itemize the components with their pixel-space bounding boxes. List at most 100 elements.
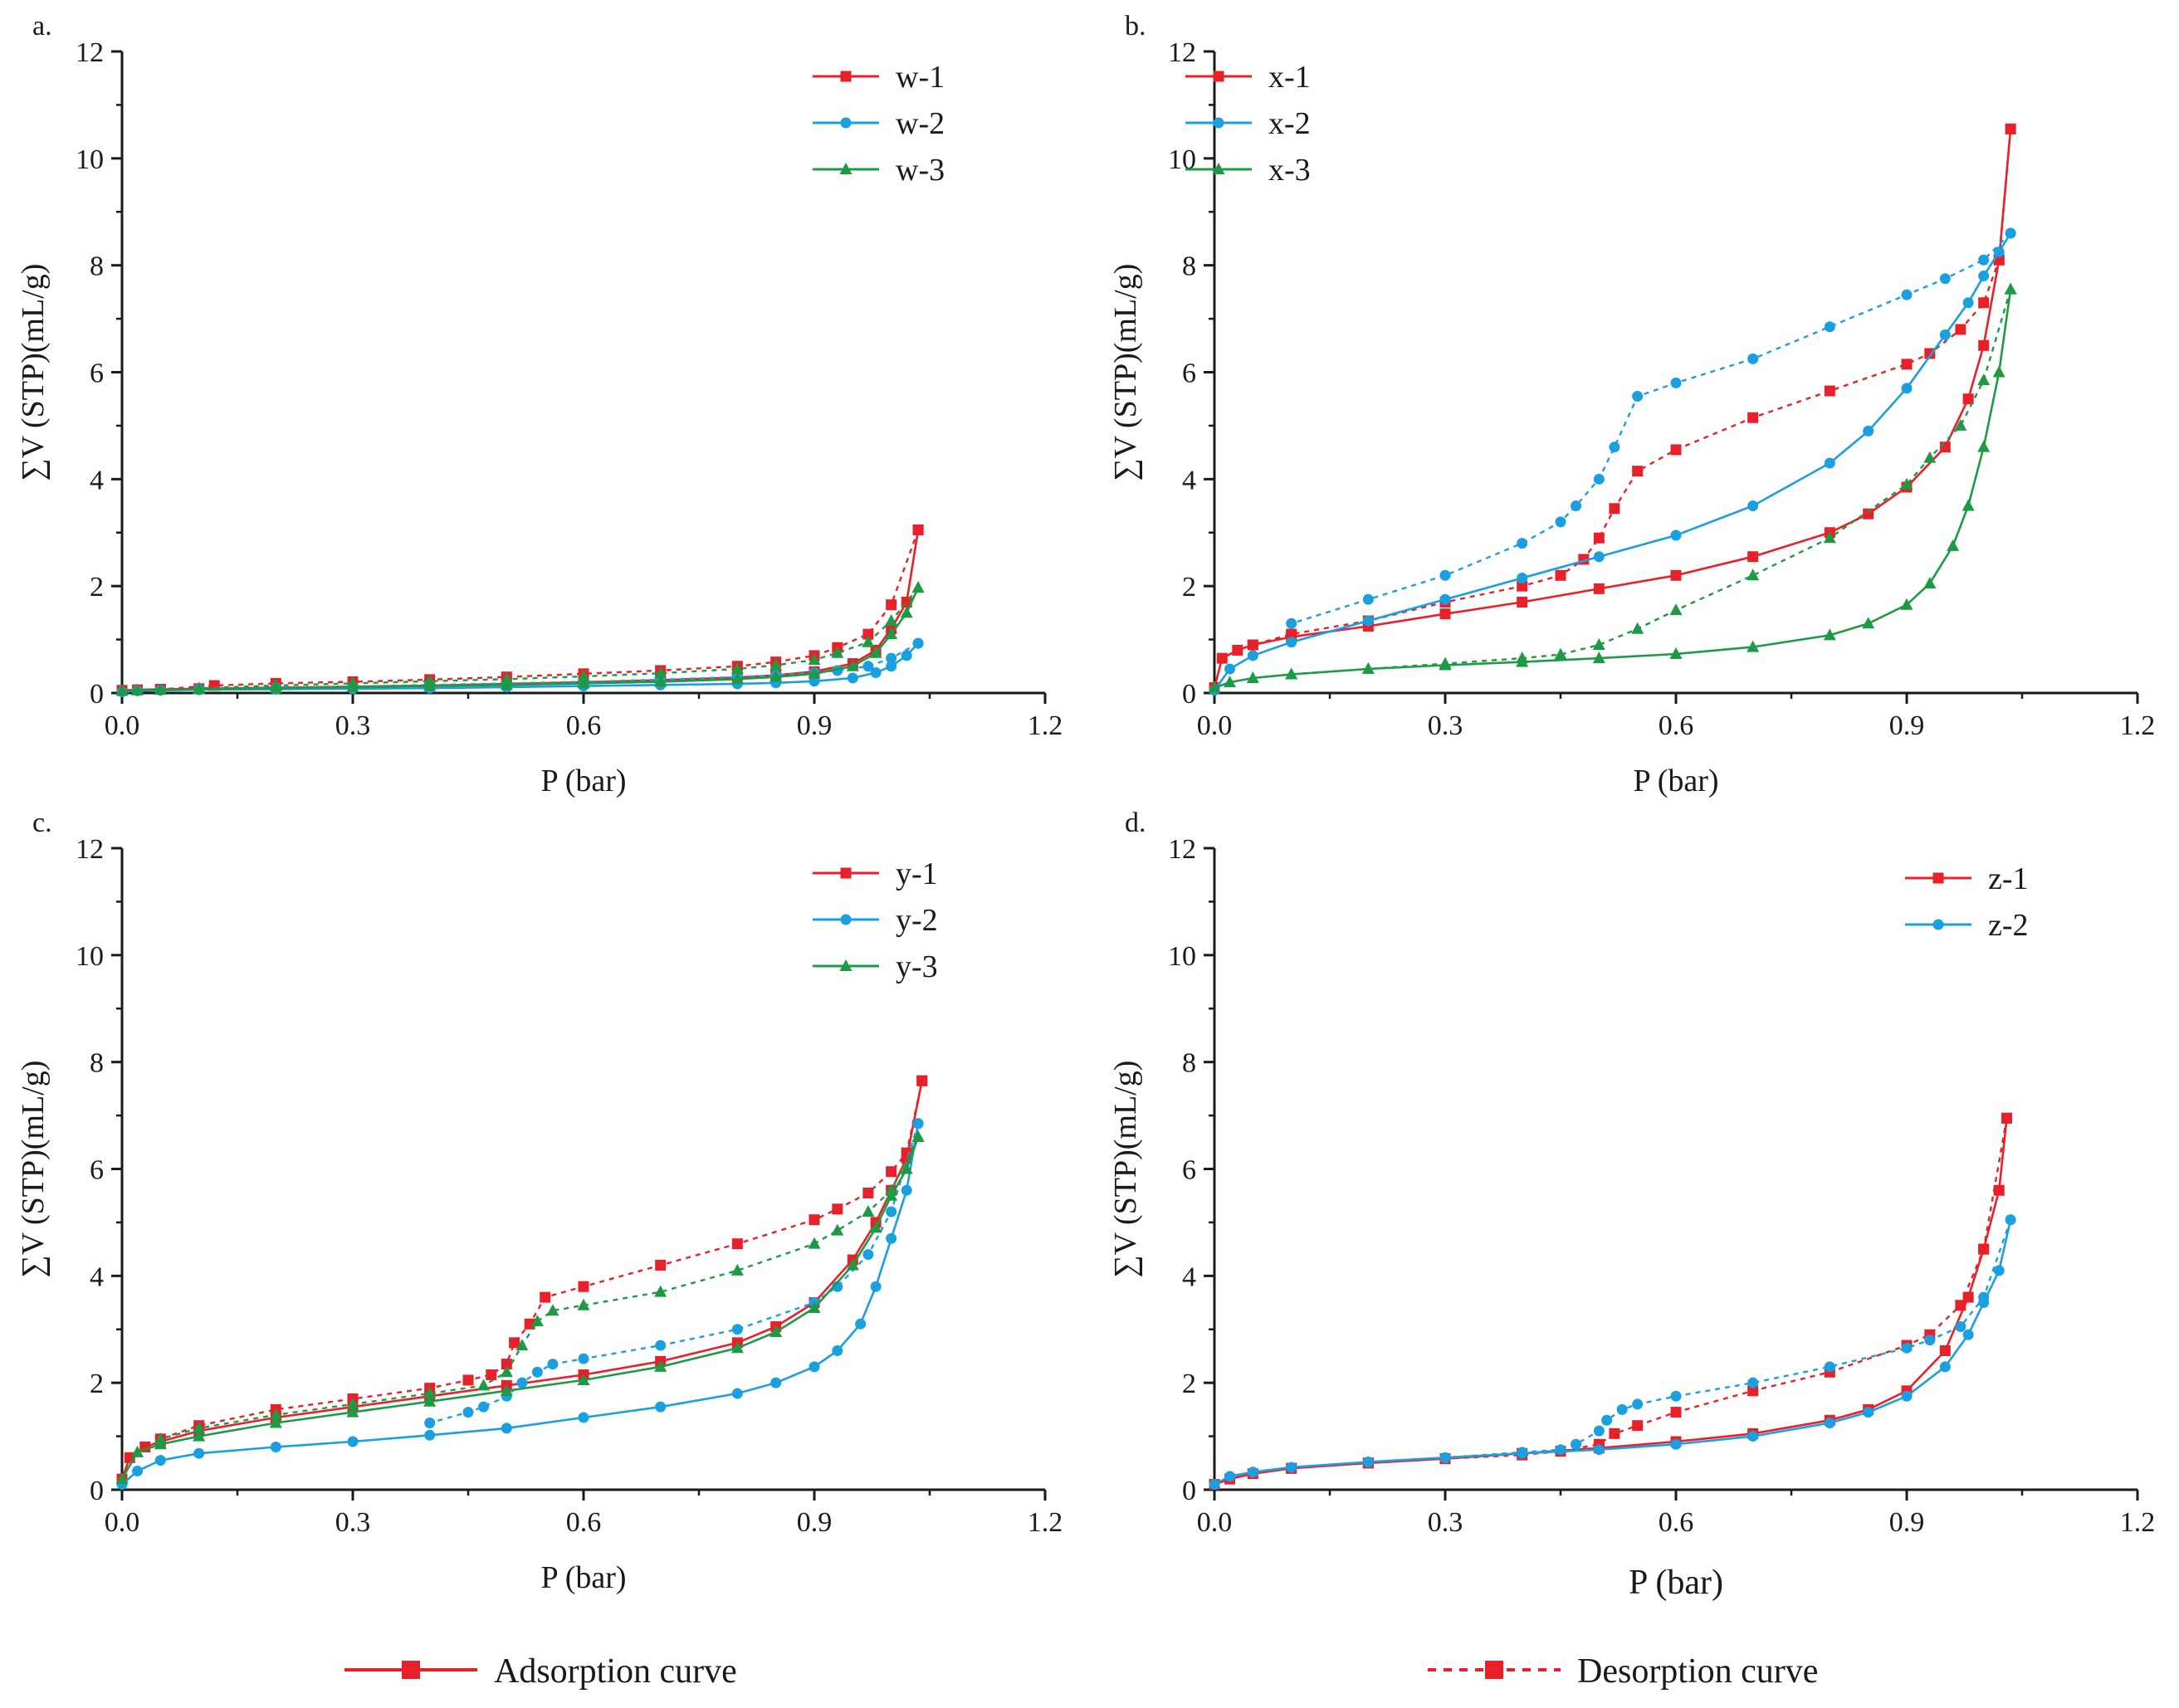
y-tick-label: 10	[1168, 941, 1196, 972]
legend-entry-y-1: y-1	[813, 856, 938, 891]
x-tick-label: 1.2	[1028, 1507, 1063, 1538]
y-1-desorption-point	[809, 1214, 820, 1226]
y-axis-title: ∑V (STP)(mL/g)	[1108, 1061, 1143, 1278]
y-2-desorption-point	[578, 1353, 589, 1364]
y-3-adsorption-point	[577, 1373, 590, 1385]
w-3-desorption-point	[885, 614, 898, 627]
series-y-1	[116, 1075, 928, 1485]
z-1-adsorption-point	[2001, 1112, 2012, 1124]
x-1-adsorption-point	[1517, 596, 1528, 608]
x-2-desorption-line	[1291, 232, 2011, 625]
y-3-adsorption-point	[808, 1301, 821, 1313]
z-2-adsorption-point	[2005, 1214, 2016, 1226]
y-1-desorption-point	[578, 1281, 589, 1292]
x-2-desorption-point	[1824, 321, 1835, 333]
y-1-desorption-point	[862, 1187, 874, 1198]
x-3-adsorption-point	[1361, 662, 1375, 675]
legend-marker	[1213, 117, 1224, 129]
w-3-desorption-point	[862, 635, 875, 647]
y-3-adsorption-point	[869, 1221, 882, 1233]
w-3-adsorption-point	[154, 683, 167, 695]
y-2-adsorption-point	[578, 1412, 589, 1423]
x-1-adsorption-point	[1670, 569, 1682, 581]
x-axis-title: P (bar)	[1629, 1564, 1723, 1602]
y-2-adsorption-point	[501, 1423, 512, 1434]
x-3-desorption-point	[1592, 638, 1605, 651]
w-3-adsorption-point	[730, 672, 744, 685]
shared-legend: Adsorption curve Desorption curve	[344, 1652, 1818, 1691]
w-3-desorption-point	[654, 666, 667, 679]
legend-marker	[840, 867, 852, 879]
x-2-desorption-point	[1439, 569, 1451, 581]
y-tick-label: 2	[1182, 1369, 1196, 1399]
y-tick-label: 4	[1182, 1261, 1196, 1292]
adsorption-legend-marker	[402, 1661, 420, 1679]
y-3-desorption-point	[862, 1205, 875, 1218]
y-2-adsorption-line	[121, 1123, 920, 1486]
z-2-adsorption-point	[1286, 1462, 1297, 1473]
x-2-adsorption-point	[1247, 650, 1258, 661]
x-tick-label: 1.2	[2120, 1507, 2156, 1538]
y-3-desorption-point	[269, 1408, 282, 1420]
x-3-desorption-point	[1823, 531, 1836, 544]
y-1-desorption-point	[655, 1259, 667, 1271]
y-tick-label: 4	[1182, 465, 1196, 495]
z-2-desorption-point	[1601, 1414, 1613, 1426]
z-1-desorption-point	[1632, 1420, 1644, 1432]
x-2-desorption-point	[1978, 254, 1990, 266]
x-2-adsorption-point	[1362, 615, 1374, 627]
panel-a: 0 2 4 6 8 10 12 0.0 0.3 0.6 0.9 1.2 a. P (bar) ∑V (STP…	[16, 11, 1063, 798]
y-1-adsorption-line	[120, 1080, 923, 1480]
z-2-desorption-point	[1632, 1398, 1644, 1410]
y-1-desorption-point	[731, 1238, 743, 1250]
y-tick-label: 0	[1182, 679, 1196, 710]
z-1-desorption-point	[1609, 1427, 1620, 1439]
x-3-adsorption-point	[1992, 365, 2006, 378]
z-2-adsorption-point	[1593, 1444, 1605, 1456]
y-2-adsorption-point	[912, 1118, 924, 1130]
x-2-adsorption-point	[1824, 457, 1835, 469]
w-1-desorption-line	[160, 529, 920, 691]
x-2-desorption-point	[1362, 593, 1374, 605]
adsorption-legend-label: Adsorption curve	[494, 1652, 737, 1691]
x-2-adsorption-point	[1747, 500, 1759, 512]
w-1-adsorption-point	[912, 525, 924, 536]
series-y-2	[116, 1118, 924, 1491]
series-y-3	[115, 1130, 925, 1485]
z-2-desorption-point	[1924, 1335, 1936, 1346]
z-1-adsorption-point	[1978, 1243, 1990, 1255]
panel-c: 0 2 4 6 8 10 12 0.0 0.3 0.6 0.9 1.2 c. P (bar) ∑V (STP…	[16, 808, 1063, 1595]
y-2-desorption-point	[886, 1206, 897, 1218]
x-axis-title: P (bar)	[540, 1560, 626, 1595]
x-2-desorption-point	[1555, 516, 1566, 528]
legend-marker	[840, 117, 852, 129]
y-tick-label: 2	[1182, 572, 1196, 603]
y-2-desorption-point	[462, 1407, 474, 1418]
legend-marker	[839, 959, 853, 971]
y-3-adsorption-point	[911, 1130, 925, 1142]
x-1-desorption-point	[1978, 297, 1990, 309]
w-3-adsorption-point	[500, 678, 513, 691]
x-tick-label: 1.2	[1028, 710, 1063, 741]
w-3-adsorption-point	[869, 646, 882, 658]
w-2-adsorption-point	[886, 661, 897, 672]
x-tick-label: 0.3	[1428, 1507, 1463, 1538]
y-3-desorption-point	[577, 1298, 590, 1310]
x-tick-label: 0.3	[335, 710, 371, 741]
legend-label: y-3	[896, 949, 938, 984]
y-3-adsorption-point	[500, 1383, 513, 1396]
z-2-adsorption-point	[1362, 1457, 1374, 1468]
y-axis-title: ∑V (STP)(mL/g)	[16, 264, 51, 481]
y-2-adsorption-point	[154, 1455, 166, 1466]
adsorption-legend-entry: Adsorption curve	[344, 1652, 737, 1691]
x-tick-label: 0.3	[335, 1507, 371, 1538]
y-axis-title: ∑V (STP)(mL/g)	[1108, 264, 1143, 481]
w-3-adsorption-point	[193, 682, 206, 695]
desorption-legend-entry: Desorption curve	[1428, 1652, 1818, 1691]
x-3-adsorption-point	[1592, 651, 1605, 664]
panel-label: b.	[1125, 11, 1146, 41]
w-1-desorption-point	[862, 628, 874, 640]
x-2-desorption-point	[1901, 289, 1913, 300]
series-x-2	[1209, 227, 2016, 696]
x-1-desorption-line	[1252, 129, 2012, 647]
